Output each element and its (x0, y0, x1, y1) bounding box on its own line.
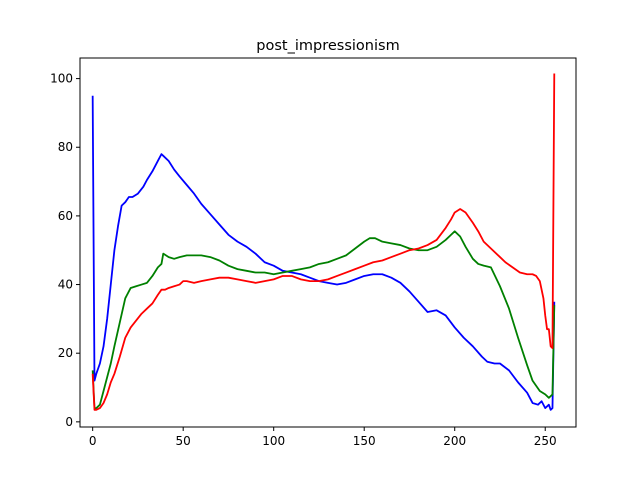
x-tick-label: 200 (443, 434, 466, 448)
y-tick-label: 60 (58, 209, 73, 223)
blue-series-line (91, 95, 556, 411)
plot-area (91, 73, 556, 411)
x-tick-label: 250 (534, 434, 557, 448)
red-series-line (91, 73, 556, 411)
y-tick-label: 80 (58, 140, 73, 154)
axes-frame (79, 57, 577, 428)
y-tick-label: 100 (50, 72, 73, 86)
y-tick-label: 20 (58, 346, 73, 360)
x-tick-label: 100 (262, 434, 285, 448)
green-series-line (91, 230, 556, 410)
x-tick-label: 150 (353, 434, 376, 448)
axes: 0 50 100 150 200 250 0 20 40 60 80 100 (50, 57, 577, 448)
x-tick-label: 50 (176, 434, 191, 448)
y-tick-label: 0 (65, 415, 73, 429)
chart-title: post_impressionism (256, 38, 399, 54)
x-tick-label: 0 (89, 434, 97, 448)
y-tick-label: 40 (58, 278, 73, 292)
